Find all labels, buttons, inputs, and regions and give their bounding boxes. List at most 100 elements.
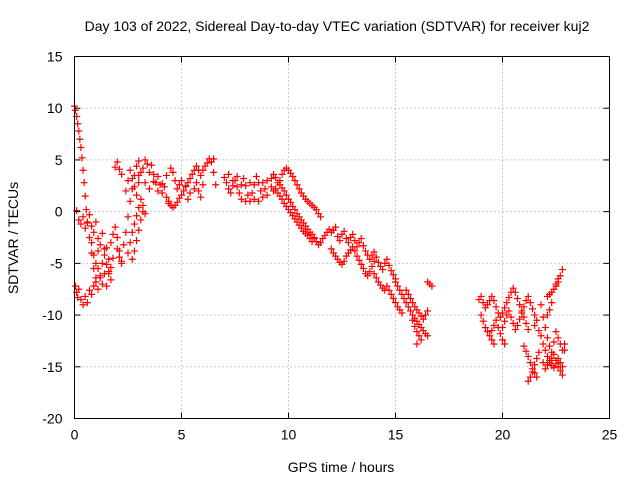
axis-ticks: 0 5 10 15 20 25 15 10 5 0 -5 -10 -15 -20 [42,49,617,443]
data-point [513,295,521,303]
data-point [135,157,143,165]
data-point [267,183,275,191]
y-tick-label: -20 [42,411,62,427]
y-tick-label: 10 [47,100,63,116]
x-tick-label: 25 [602,427,618,443]
y-tick-label: 5 [55,152,63,168]
data-point [259,179,267,187]
data-point [80,179,88,187]
data-point [561,346,569,354]
data-point [109,254,117,262]
data-point [533,373,541,381]
data-point [148,161,156,169]
data-point [477,311,485,319]
data-point [169,168,177,176]
data-point [133,237,141,245]
data-point [327,245,335,253]
data-point [250,195,258,203]
data-point [543,352,551,360]
data-point [477,292,485,300]
data-point [526,359,534,367]
data-point [229,177,237,185]
data-point [210,168,218,176]
data-point [263,191,271,199]
data-point [546,357,554,365]
data-point [197,171,205,179]
data-point [336,237,344,245]
data-point [520,342,528,350]
data-point [135,226,143,234]
data-point [278,195,286,203]
data-point [550,364,558,372]
data-point [107,239,115,247]
data-point [282,191,290,199]
data-point [509,319,517,327]
data-point [552,360,560,368]
data-point [334,232,342,240]
data-point [225,185,233,193]
data-point [130,183,138,191]
data-point [550,338,558,346]
x-tick-label: 20 [495,427,511,443]
data-point [398,309,406,317]
data-point [188,170,196,178]
data-point [543,334,551,342]
data-point [94,265,102,273]
data-point [424,332,432,340]
data-point [554,275,562,283]
data-point [120,241,128,249]
data-point [368,262,376,270]
data-point [261,185,269,193]
data-point [96,274,104,282]
data-point [175,181,183,189]
y-tick-label: -10 [42,307,62,323]
data-point [528,368,536,376]
data-point [548,348,556,356]
data-point [394,282,402,290]
data-point [252,172,260,180]
data-point [342,235,350,243]
data-point [520,303,528,311]
data-point [103,260,111,268]
data-point [173,185,181,193]
data-point [184,195,192,203]
plot-frame [74,56,610,419]
data-point [250,181,258,189]
data-points [71,102,569,385]
data-point [85,286,93,294]
data-point [272,174,280,182]
data-point [163,171,171,179]
data-point [88,290,96,298]
data-point [520,313,528,321]
data-point [257,187,265,195]
data-point [115,165,123,173]
data-point [178,191,185,199]
data-point [171,177,179,185]
data-point [135,179,143,187]
data-point [103,282,111,290]
data-point [370,257,378,265]
data-point [379,266,387,274]
data-point [192,162,200,170]
data-point [154,187,162,195]
data-point [98,229,106,237]
data-point [158,189,166,197]
data-point [81,192,89,200]
data-point [278,170,286,178]
data-point [124,177,132,185]
data-point [126,197,134,205]
data-point [122,187,130,195]
data-point [293,181,301,189]
data-point [398,290,406,298]
data-point [548,299,556,307]
data-point [128,228,136,236]
data-point [518,309,526,317]
data-point [370,270,378,278]
data-point [558,363,566,371]
data-point [406,307,414,315]
data-point [496,313,504,321]
data-point [541,365,549,373]
data-point [509,284,517,292]
data-point [111,223,119,231]
